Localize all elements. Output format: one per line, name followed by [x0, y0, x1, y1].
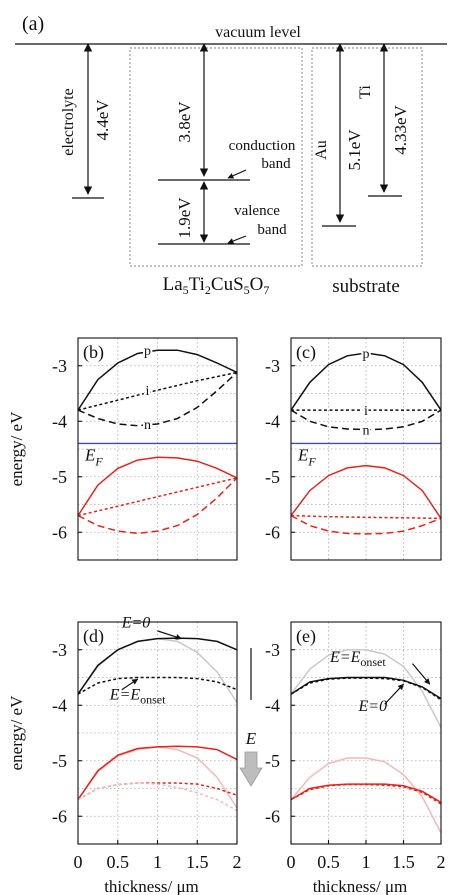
y-axis-title: energy/ eV — [7, 411, 26, 486]
y-tick-label: -4 — [52, 411, 67, 431]
panel-c-chart: EF -3 -4 -5 -6 (c) p in — [265, 337, 442, 561]
field-arrow-head — [239, 751, 263, 787]
series-line-4 — [77, 477, 238, 517]
curve-label-n: n — [363, 424, 370, 439]
y-tick-label: -5 — [52, 467, 67, 487]
series-line-4 — [290, 514, 442, 520]
series-line-0 — [290, 352, 442, 411]
au-energy: 5.1eV — [345, 129, 364, 171]
curve-label-i: i — [364, 404, 368, 419]
x-tick-label: 2 — [233, 852, 242, 872]
y-tick-label: -3 — [265, 640, 280, 660]
y-tick-label: -6 — [265, 806, 280, 826]
series-line-2 — [290, 677, 442, 701]
y-tick-label: -5 — [265, 467, 280, 487]
semiconductor-formula: La5Ti2CuS5O7 — [163, 274, 270, 297]
x-tick-label: 0 — [74, 852, 83, 872]
y-tick-label: -6 — [52, 522, 67, 542]
conduction-pointer — [227, 169, 247, 179]
gap-top-energy: 3.8eV — [175, 101, 194, 143]
y-tick-label: -4 — [52, 695, 67, 715]
x-tick-label: 1.5 — [392, 852, 415, 872]
panel-e-chart: -3-4-5-60 0.5 1 1.5 2(e)thickness/ μmE=Eonse… — [265, 621, 446, 895]
series-line-5 — [77, 477, 238, 535]
curve-label-p: p — [144, 344, 151, 359]
y-tick-label: -5 — [52, 751, 67, 771]
curve-label-n: n — [144, 418, 151, 433]
x-tick-label: 0.5 — [107, 852, 130, 872]
y-tick-label: -4 — [265, 411, 280, 431]
panel-d-chart: -3 -4 -5 -6 0 0.5 1 1.5 2 (d) energy/ eV thickness/… — [7, 615, 263, 895]
series-line-5 — [290, 514, 442, 535]
fermi-level-label: EF — [297, 445, 316, 468]
series-line-2 — [77, 371, 238, 427]
electrolyte-label: electrolyte — [60, 88, 77, 156]
substrate-label: substrate — [332, 276, 400, 297]
x-tick-label: 0.5 — [317, 852, 340, 872]
fermi-level-label: EF — [84, 445, 103, 468]
series-line-2 — [290, 409, 442, 431]
x-axis-title: thickness/ μm — [313, 877, 408, 895]
vacuum-level-label: vacuum level — [215, 24, 301, 41]
plot-frame — [77, 337, 238, 561]
panel-label: (e) — [296, 626, 316, 647]
y-tick-label: -3 — [265, 356, 280, 376]
panel-a-energy-diagram: (a) vacuum level electrolyte 4.4eV 3.8eV… — [15, 13, 447, 297]
panel-label: (d) — [83, 626, 104, 647]
panel-label: (b) — [83, 342, 104, 363]
series-line-3 — [290, 464, 442, 519]
annotation-e-zero: E=0 — [121, 615, 151, 632]
panel-a-label: (a) — [22, 13, 44, 35]
plot-frame — [290, 337, 442, 561]
x-tick-label: 0 — [287, 852, 296, 872]
y-axis-title: energy/ eV — [7, 695, 26, 770]
annotation-e-onset-pointer — [412, 663, 431, 685]
series-line-5 — [290, 783, 442, 805]
x-tick-label: 1 — [153, 852, 162, 872]
conduction-label-1: conduction — [229, 138, 296, 154]
curve-label-i: i — [146, 384, 150, 399]
valence-pointer — [227, 235, 247, 244]
valence-label-2: band — [257, 222, 287, 238]
series-line-1 — [77, 637, 238, 695]
x-tick-label: 1 — [362, 852, 371, 872]
panel-label: (c) — [296, 342, 316, 363]
x-tick-label: 2 — [437, 852, 446, 872]
y-tick-label: -4 — [265, 695, 280, 715]
series-line-0 — [290, 649, 442, 728]
series-line-2 — [77, 676, 238, 695]
y-tick-label: -3 — [52, 640, 67, 660]
series-line-3 — [77, 456, 238, 517]
au-label: Au — [313, 140, 330, 160]
electrolyte-energy: 4.4eV — [93, 99, 112, 141]
x-axis-title: thickness/ μm — [104, 877, 199, 895]
annotation-e-zero-pointer — [157, 630, 182, 640]
y-tick-label: -3 — [52, 356, 67, 376]
y-tick-label: -6 — [265, 522, 280, 542]
ti-energy: 4.33eV — [391, 104, 410, 154]
field-arrow-label: E — [245, 729, 257, 748]
x-tick-label: 1.5 — [186, 852, 209, 872]
semiconductor-box — [129, 47, 303, 267]
valence-label-1: valence — [234, 203, 280, 219]
series-line-0 — [77, 349, 238, 411]
conduction-label-2: band — [261, 156, 291, 172]
series-line-4 — [77, 745, 238, 801]
annotation-e-onset-pointer — [121, 678, 139, 691]
ti-label: Ti — [357, 85, 374, 99]
series-line-6 — [77, 782, 238, 812]
annotation-e-zero-pointer — [384, 683, 404, 705]
curve-label-p: p — [363, 347, 370, 362]
annotation-e-zero: E=0 — [358, 698, 388, 715]
y-tick-label: -6 — [52, 806, 67, 826]
annotation-e-onset: E=Eonset — [109, 687, 166, 707]
y-tick-label: -5 — [265, 751, 280, 771]
gap-bottom-energy: 1.9eV — [175, 197, 194, 239]
panel-b-chart: EF -3 -4 -5 -6 (b) energy/ eV p i n — [7, 337, 238, 561]
